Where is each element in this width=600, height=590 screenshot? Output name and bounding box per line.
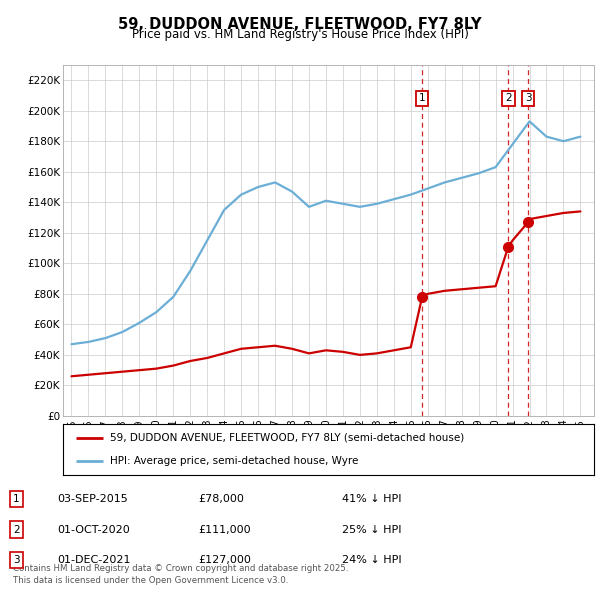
- Text: 25% ↓ HPI: 25% ↓ HPI: [342, 525, 401, 535]
- Text: HPI: Average price, semi-detached house, Wyre: HPI: Average price, semi-detached house,…: [110, 456, 358, 466]
- Text: 59, DUDDON AVENUE, FLEETWOOD, FY7 8LY: 59, DUDDON AVENUE, FLEETWOOD, FY7 8LY: [118, 17, 482, 31]
- Text: 01-OCT-2020: 01-OCT-2020: [57, 525, 130, 535]
- Text: £78,000: £78,000: [198, 494, 244, 504]
- Text: 24% ↓ HPI: 24% ↓ HPI: [342, 555, 401, 565]
- Text: 1: 1: [13, 494, 20, 504]
- Text: 41% ↓ HPI: 41% ↓ HPI: [342, 494, 401, 504]
- Text: 03-SEP-2015: 03-SEP-2015: [57, 494, 128, 504]
- Text: 3: 3: [13, 555, 20, 565]
- Text: 01-DEC-2021: 01-DEC-2021: [57, 555, 131, 565]
- Text: 2: 2: [13, 525, 20, 535]
- Text: Price paid vs. HM Land Registry's House Price Index (HPI): Price paid vs. HM Land Registry's House …: [131, 28, 469, 41]
- Text: 1: 1: [419, 93, 425, 103]
- Text: 59, DUDDON AVENUE, FLEETWOOD, FY7 8LY (semi-detached house): 59, DUDDON AVENUE, FLEETWOOD, FY7 8LY (s…: [110, 433, 464, 443]
- Text: 2: 2: [505, 93, 512, 103]
- Text: 3: 3: [525, 93, 532, 103]
- Text: £111,000: £111,000: [198, 525, 251, 535]
- Text: £127,000: £127,000: [198, 555, 251, 565]
- Text: Contains HM Land Registry data © Crown copyright and database right 2025.
This d: Contains HM Land Registry data © Crown c…: [13, 564, 349, 585]
